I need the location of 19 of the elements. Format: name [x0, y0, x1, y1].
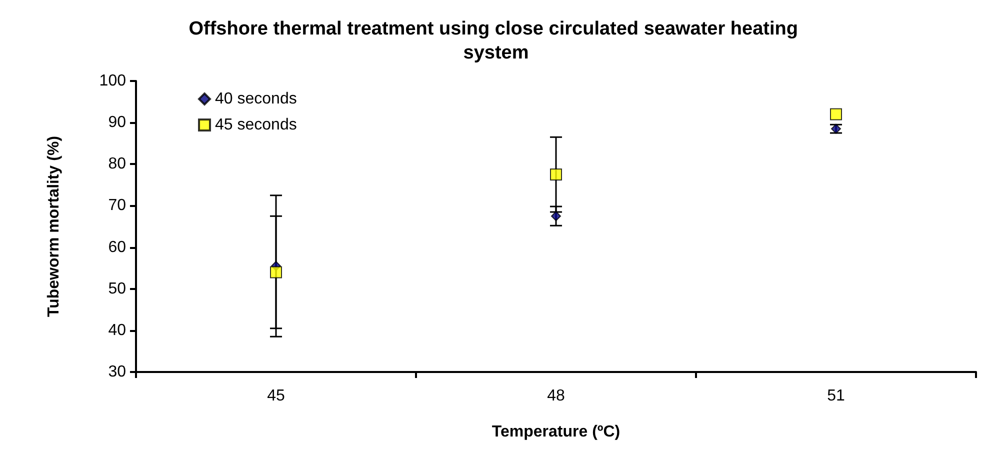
- y-tick-label: 70: [108, 197, 126, 214]
- x-tick-label: 48: [547, 388, 565, 404]
- y-tick-label: 30: [108, 364, 126, 380]
- point: [270, 266, 282, 278]
- point: [550, 168, 562, 181]
- y-tick-label: 80: [108, 156, 126, 173]
- x-tick-label: 51: [827, 388, 845, 404]
- y-axis-title: Tubeworm mortality (%): [46, 136, 62, 318]
- x-axis-title: Temperature (ºC): [492, 424, 620, 440]
- legend-label: 40 seconds: [215, 90, 297, 108]
- x-tick-label: 45: [267, 388, 285, 404]
- chart-title: Offshore thermal treatment using close circulated seawater heating system: [188, 18, 804, 64]
- y-tick-label: 50: [108, 280, 126, 298]
- y-tick-label: 100: [99, 72, 126, 90]
- point: [830, 108, 842, 120]
- y-tick-label: 40: [108, 322, 126, 339]
- y-tick-label: 90: [108, 114, 126, 132]
- legend-label: 45 seconds: [215, 116, 297, 134]
- y-tick-label: 60: [108, 238, 126, 256]
